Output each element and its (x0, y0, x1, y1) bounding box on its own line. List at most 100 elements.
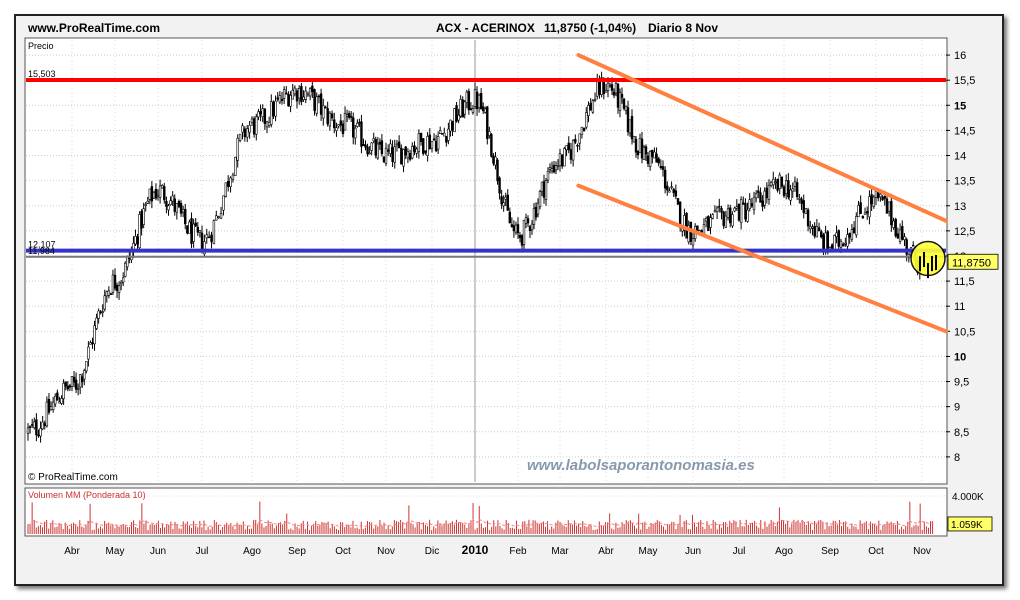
trend-channel (576, 53, 948, 334)
candle-body (148, 188, 152, 200)
candle-body (83, 370, 86, 380)
candle-body (175, 203, 179, 213)
candle-body (715, 207, 719, 212)
candle-body (552, 164, 556, 173)
candle-body (111, 274, 115, 293)
candle-body (772, 178, 775, 186)
candle-body (333, 119, 336, 129)
candle-body (912, 244, 915, 247)
candle-body (774, 181, 777, 184)
candle-body (393, 146, 396, 163)
candle-body (234, 156, 237, 176)
candle-body (841, 243, 845, 247)
candle-body (236, 137, 239, 161)
candle-body (622, 98, 626, 109)
y-tick-label: 13,5 (954, 176, 975, 188)
candle-body (804, 208, 808, 215)
candle-body (169, 200, 172, 206)
candle-body (614, 83, 618, 94)
candle-body (718, 205, 721, 208)
chart-canvas: Abr May Jun Jul Ago Sep Oct Nov Dic 2010 Feb Mar Abr… (24, 37, 999, 557)
candle-body (167, 205, 170, 211)
candle-body (674, 190, 678, 197)
candle-body (105, 291, 109, 297)
candle-body (445, 136, 448, 143)
level-label: 12,107 (28, 240, 56, 250)
candle-body (746, 209, 749, 222)
candle-body (510, 224, 514, 227)
candle-body (311, 85, 314, 93)
candle-body (657, 158, 660, 164)
candle-body (866, 211, 869, 214)
candle-body (459, 99, 462, 117)
candle-body (276, 97, 279, 100)
candle-body (261, 108, 264, 118)
candle-body (813, 225, 816, 237)
candle-body (540, 181, 544, 192)
candle-body (107, 290, 111, 296)
candle-body (113, 274, 117, 289)
candle-body (376, 143, 380, 159)
candle-body (754, 193, 758, 199)
y-tick-label: 11 (954, 301, 965, 313)
candle-body (672, 188, 675, 194)
candle-body (341, 123, 345, 134)
candle-body (382, 156, 386, 163)
site-watermark[interactable]: www.labolsaporantonomasia.es (527, 457, 755, 474)
candle-body (638, 138, 642, 153)
candle-body (666, 185, 669, 191)
candle-body (704, 218, 708, 222)
candle-body (248, 124, 251, 133)
candle-body (434, 140, 438, 152)
candle-body (868, 196, 871, 218)
candle-body (500, 196, 503, 205)
candle-body (739, 199, 743, 224)
candle-body (231, 174, 235, 181)
x-tick-label: Jul (733, 546, 746, 557)
price-panel (24, 37, 948, 485)
x-tick-label: May (639, 546, 658, 557)
candle-body (257, 111, 260, 118)
channel-upper-line (576, 53, 948, 223)
candle-body (99, 311, 102, 314)
candle-body (337, 124, 340, 127)
candle-body (901, 226, 904, 240)
candle-body (443, 132, 446, 137)
candle-body (186, 225, 189, 234)
candle-body (874, 191, 878, 198)
candle-body (711, 214, 714, 219)
y-tick-label: 14 (954, 151, 966, 163)
candle-body (455, 105, 458, 122)
candle-body (72, 376, 76, 383)
candle-body (608, 85, 612, 87)
candle-body (496, 159, 499, 182)
candle-body (713, 210, 717, 213)
candle-body (870, 194, 873, 205)
candle-body (634, 138, 638, 153)
candle-body (380, 140, 384, 155)
candle-body (546, 170, 550, 181)
candle-body (528, 226, 532, 232)
candle-body (757, 190, 760, 193)
candle-body (815, 226, 819, 238)
candle-body (173, 198, 176, 212)
candle-body (302, 96, 305, 100)
candle-body (366, 146, 369, 155)
candle-body (400, 147, 403, 165)
candle-body (144, 204, 147, 206)
candle-body (560, 154, 564, 167)
candle-body (335, 127, 338, 131)
candle-body (37, 434, 40, 437)
candle-body (811, 226, 814, 229)
candle-body (259, 111, 262, 115)
candle-body (670, 186, 673, 188)
candle-body (349, 116, 353, 118)
candle-body (578, 133, 581, 144)
x-tick-label: Jun (150, 546, 166, 557)
candle-body (447, 128, 450, 141)
candle-body (780, 176, 784, 187)
candlestick-series (26, 71, 922, 443)
site-label[interactable]: www.ProRealTime.com (28, 21, 161, 35)
candle-body (729, 207, 732, 224)
candle-body (330, 113, 334, 119)
